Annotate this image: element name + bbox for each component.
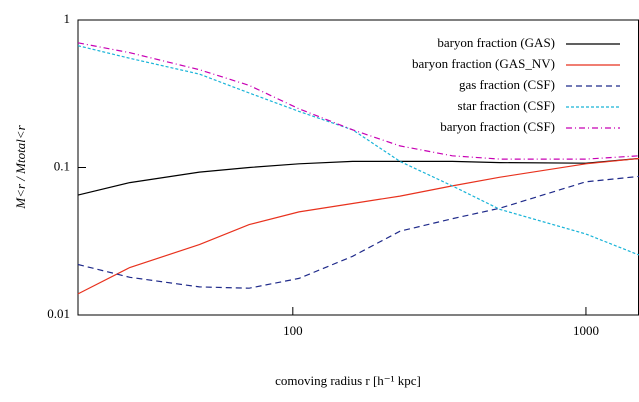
series-line	[77, 175, 639, 289]
x-tick-label: 100	[283, 323, 303, 338]
x-axis-label: comoving radius r [h⁻¹ kpc]	[275, 373, 421, 388]
series-line	[77, 42, 639, 160]
series-line	[77, 157, 639, 295]
x-tick-label: 1000	[573, 323, 599, 338]
y-tick-label: 0.01	[47, 306, 70, 321]
legend-label: star fraction (CSF)	[458, 98, 555, 113]
y-tick-label: 0.1	[54, 158, 70, 173]
legend-label: baryon fraction (GAS_NV)	[412, 56, 555, 71]
y-axis-label: M<r / Mtotal<r	[13, 124, 28, 209]
y-tick-label: 1	[64, 11, 71, 26]
series-line	[77, 157, 639, 196]
legend-label: baryon fraction (GAS)	[437, 35, 555, 50]
legend-label: gas fraction (CSF)	[459, 77, 555, 92]
legend-label: baryon fraction (CSF)	[440, 119, 555, 134]
